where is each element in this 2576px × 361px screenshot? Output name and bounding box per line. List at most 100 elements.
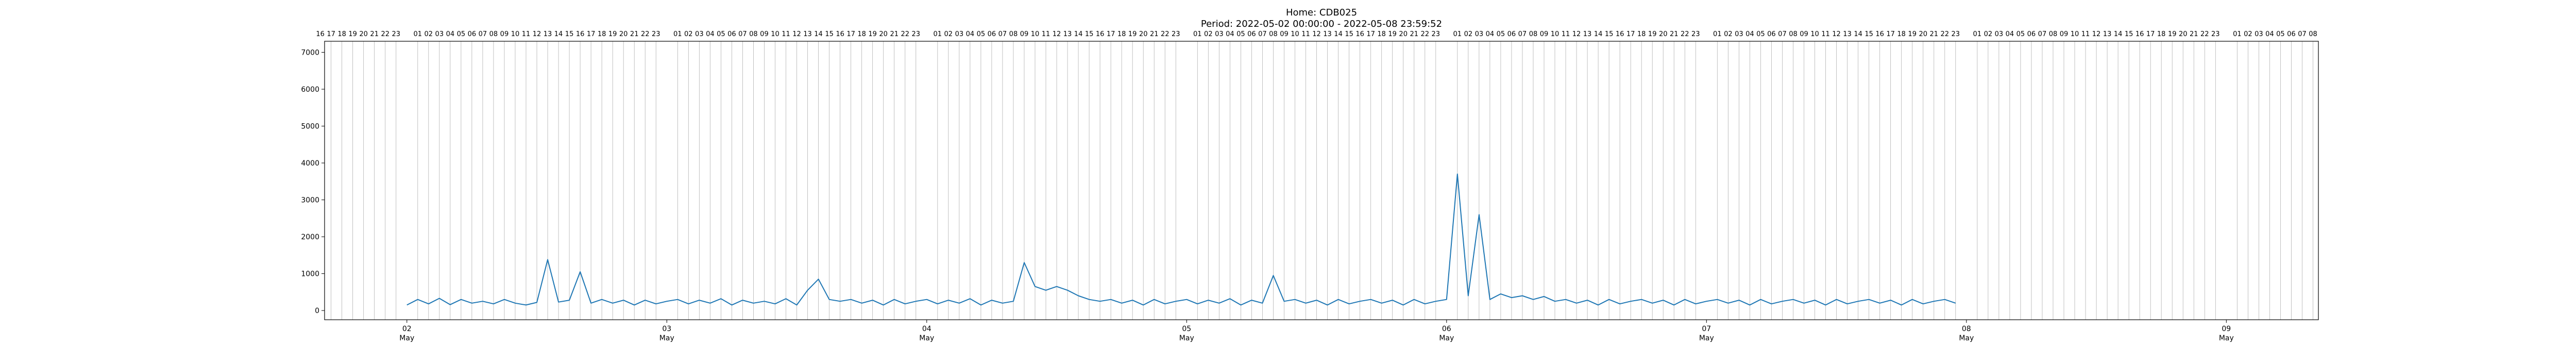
top-hour-label: 15 xyxy=(1865,30,1873,38)
top-hour-label: 20 xyxy=(2179,30,2188,38)
top-hour-label: 01 xyxy=(1973,30,1982,38)
series-group xyxy=(406,173,1956,306)
top-hour-label: 15 xyxy=(825,30,834,38)
top-hour-label: 19 xyxy=(348,30,357,38)
top-hour-label: 16 xyxy=(1096,30,1105,38)
top-hour-label: 07 xyxy=(1258,30,1267,38)
top-hour-label: 21 xyxy=(370,30,379,38)
x-tick-month: May xyxy=(1179,334,1194,342)
top-hour-label: 23 xyxy=(1952,30,1960,38)
top-hour-label: 17 xyxy=(1366,30,1375,38)
top-hour-label: 08 xyxy=(1269,30,1278,38)
top-hour-label: 09 xyxy=(1540,30,1549,38)
top-hour-label: 19 xyxy=(608,30,617,38)
top-hour-label: 07 xyxy=(1778,30,1787,38)
top-hour-label: 22 xyxy=(2200,30,2209,38)
y-tick-label: 4000 xyxy=(301,159,319,168)
top-hour-label: 08 xyxy=(1529,30,1538,38)
top-hour-label: 02 xyxy=(1204,30,1213,38)
top-hour-label: 06 xyxy=(2027,30,2036,38)
top-hour-label: 13 xyxy=(803,30,812,38)
top-hour-label: 03 xyxy=(695,30,704,38)
y-tick-label: 0 xyxy=(315,307,319,315)
top-hour-label: 02 xyxy=(425,30,433,38)
top-hour-label: 04 xyxy=(1226,30,1234,38)
top-hour-label: 13 xyxy=(2103,30,2112,38)
top-hour-label: 03 xyxy=(955,30,964,38)
y-axis: 0 1000 2000 3000 4000 5000 6000 7000 xyxy=(301,48,325,315)
top-hour-label: 20 xyxy=(359,30,368,38)
top-hour-label: 20 xyxy=(1139,30,1148,38)
top-hour-label: 12 xyxy=(1053,30,1061,38)
top-hour-label: 01 xyxy=(414,30,422,38)
top-hour-label: 11 xyxy=(1562,30,1570,38)
top-hour-label: 23 xyxy=(1172,30,1180,38)
top-hour-label: 14 xyxy=(2114,30,2123,38)
top-hour-label: 04 xyxy=(1486,30,1495,38)
top-hour-label: 09 xyxy=(500,30,509,38)
top-hour-label: 02 xyxy=(1464,30,1473,38)
top-hour-label: 08 xyxy=(1009,30,1018,38)
top-hour-label: 11 xyxy=(1301,30,1310,38)
top-hour-label: 23 xyxy=(1691,30,1700,38)
top-hour-label: 19 xyxy=(1128,30,1137,38)
top-hour-label: 02 xyxy=(944,30,953,38)
top-hour-label: 03 xyxy=(2255,30,2263,38)
top-hour-label: 09 xyxy=(1020,30,1029,38)
top-hour-label: 17 xyxy=(587,30,596,38)
top-hour-label: 14 xyxy=(1594,30,1603,38)
top-hour-label: 20 xyxy=(1659,30,1668,38)
top-hour-label: 05 xyxy=(457,30,466,38)
top-hour-label: 22 xyxy=(641,30,650,38)
top-hour-label: 21 xyxy=(1670,30,1679,38)
top-hour-label: 18 xyxy=(337,30,346,38)
top-hour-label: 05 xyxy=(1756,30,1765,38)
top-hour-label: 13 xyxy=(1843,30,1852,38)
top-hour-label: 18 xyxy=(2157,30,2166,38)
top-hour-label: 15 xyxy=(2125,30,2133,38)
top-hour-label: 22 xyxy=(381,30,389,38)
top-hour-label: 01 xyxy=(1193,30,1202,38)
x-tick-month: May xyxy=(2219,334,2234,342)
top-hour-label: 13 xyxy=(1063,30,1072,38)
top-hour-label: 17 xyxy=(2146,30,2155,38)
top-hour-label: 10 xyxy=(771,30,779,38)
top-hour-label: 02 xyxy=(684,30,693,38)
x-tick-day: 07 xyxy=(1702,325,1711,333)
top-hour-label: 11 xyxy=(522,30,531,38)
top-hour-label: 06 xyxy=(1767,30,1776,38)
top-hour-label: 09 xyxy=(1280,30,1289,38)
x-tick-month: May xyxy=(659,334,674,342)
y-tick-label: 7000 xyxy=(301,48,319,57)
top-hour-label: 05 xyxy=(2276,30,2285,38)
x-tick-day: 03 xyxy=(662,325,671,333)
top-hour-label: 23 xyxy=(392,30,400,38)
top-hour-label: 06 xyxy=(727,30,736,38)
top-hour-label: 01 xyxy=(934,30,942,38)
top-hour-label: 13 xyxy=(544,30,552,38)
x-tick-month: May xyxy=(1699,334,1714,342)
y-tick-label: 5000 xyxy=(301,123,319,131)
top-hour-label: 20 xyxy=(1919,30,1927,38)
top-hour-label: 16 xyxy=(1616,30,1624,38)
top-hour-label: 10 xyxy=(1031,30,1040,38)
top-hour-label: 16 xyxy=(1355,30,1364,38)
top-hour-label: 07 xyxy=(998,30,1007,38)
x-tick-day: 09 xyxy=(2222,325,2231,333)
top-hour-label: 18 xyxy=(1637,30,1646,38)
top-hour-label: 20 xyxy=(619,30,628,38)
top-hour-label: 23 xyxy=(2211,30,2220,38)
hour-grid xyxy=(331,41,2313,320)
x-tick-month: May xyxy=(399,334,414,342)
top-hour-label: 14 xyxy=(814,30,823,38)
top-hour-label: 17 xyxy=(846,30,855,38)
top-hour-label: 03 xyxy=(1995,30,2004,38)
x-tick-day: 06 xyxy=(1442,325,1451,333)
top-hour-label: 04 xyxy=(2006,30,2014,38)
top-hour-label: 08 xyxy=(1789,30,1798,38)
top-hour-label: 15 xyxy=(565,30,574,38)
top-hour-label: 21 xyxy=(2190,30,2198,38)
top-hour-label: 06 xyxy=(988,30,996,38)
plot-area xyxy=(324,41,2319,320)
